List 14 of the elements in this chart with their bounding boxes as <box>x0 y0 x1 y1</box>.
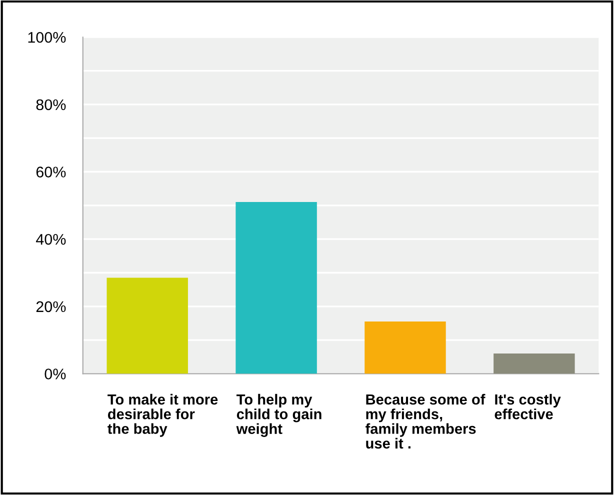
x-tick-label: It's costly effective <box>494 394 561 420</box>
bar <box>364 322 446 374</box>
x-tick-label: To make it more desirable for the baby <box>108 394 218 437</box>
y-tick-label: 80% <box>36 99 66 110</box>
bar <box>494 354 575 374</box>
x-tick-label: Because some of my friends, family members use it . <box>366 394 486 449</box>
y-tick-label: 0% <box>44 368 66 380</box>
bar <box>106 278 188 374</box>
y-tick-label: 100% <box>28 32 66 43</box>
bar <box>236 202 317 374</box>
y-tick-label: 20% <box>36 301 66 312</box>
x-tick-label: To help my child to gain weight <box>236 394 322 437</box>
y-tick-label: 40% <box>36 234 66 245</box>
y-tick-label: 60% <box>36 166 66 178</box>
